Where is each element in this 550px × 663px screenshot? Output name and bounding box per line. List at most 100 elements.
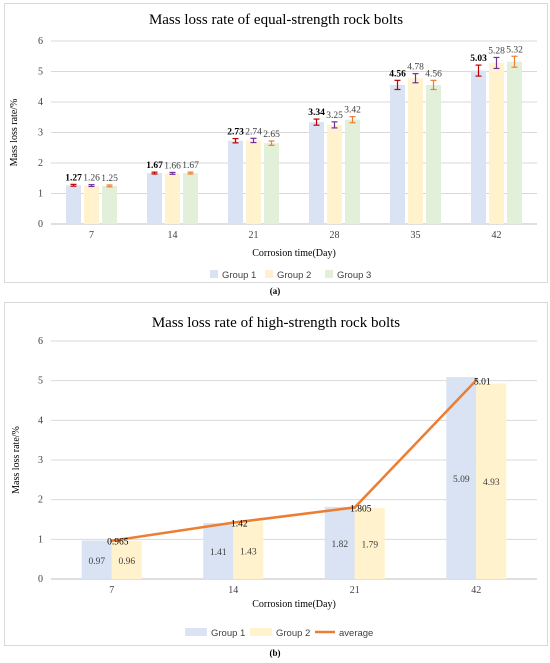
bar — [446, 377, 477, 579]
data-label: 1.43 — [240, 548, 257, 558]
chart-panel-equal-strength: Mass loss rate of equal-strength rock bo… — [4, 3, 548, 283]
y-axis-label: Mass loss rate/% — [11, 426, 22, 494]
x-tick-label: 42 — [471, 585, 481, 596]
line-data-label: 1.42 — [231, 520, 248, 530]
bar — [476, 383, 507, 579]
y-tick-label: 4 — [38, 97, 43, 108]
legend-swatch — [185, 628, 207, 636]
bar — [309, 122, 324, 224]
bar — [345, 119, 360, 224]
data-label: 5.09 — [453, 475, 470, 485]
line-point — [110, 539, 114, 543]
data-label: 3.25 — [326, 111, 343, 121]
x-axis-label: Corrosion time(Day) — [252, 599, 336, 610]
x-tick-label: 21 — [350, 585, 360, 596]
data-label: 1.25 — [101, 174, 118, 184]
legend-swatch — [210, 270, 218, 278]
x-tick-label: 28 — [330, 230, 340, 241]
data-label: 1.82 — [331, 540, 348, 550]
x-axis-label: Corrosion time(Day) — [252, 248, 336, 259]
chart-title: Mass loss rate of high-strength rock bol… — [152, 315, 400, 331]
data-label: 1.66 — [164, 161, 181, 171]
line-data-label: 5.01 — [474, 377, 491, 387]
bar — [354, 507, 385, 579]
bar — [246, 140, 261, 224]
chart-title: Mass loss rate of equal-strength rock bo… — [149, 12, 403, 28]
legend-label: Group 2 — [277, 270, 311, 281]
data-label: 5.32 — [506, 45, 523, 55]
y-tick-label: 5 — [38, 67, 43, 78]
x-tick-label: 42 — [492, 230, 502, 241]
average-line — [111, 379, 478, 542]
bar — [81, 540, 112, 579]
y-tick-label: 5 — [38, 376, 43, 387]
y-tick-label: 3 — [38, 128, 43, 139]
data-label: 2.74 — [245, 127, 262, 137]
data-label: 1.41 — [210, 548, 227, 558]
legend-label: Group 1 — [222, 270, 256, 281]
data-label: 4.93 — [483, 478, 500, 488]
y-tick-label: 1 — [38, 534, 43, 545]
bar — [102, 185, 117, 224]
data-label: 2.73 — [227, 128, 244, 138]
legend-label: Group 3 — [337, 270, 371, 281]
bar — [233, 522, 264, 579]
chart-high-strength: Mass loss rate of high-strength rock bol… — [11, 315, 537, 639]
data-label: 1.26 — [83, 174, 100, 184]
bar — [111, 540, 142, 579]
data-label: 1.67 — [182, 161, 199, 171]
y-tick-label: 4 — [38, 415, 43, 426]
data-label: 1.27 — [65, 173, 82, 183]
bar — [390, 84, 405, 224]
y-tick-label: 0 — [38, 574, 43, 585]
bar — [324, 506, 355, 579]
data-label: 5.28 — [488, 46, 505, 56]
data-label: 0.97 — [88, 557, 105, 567]
line-data-label: 0.965 — [107, 538, 129, 548]
bar — [183, 173, 198, 224]
legend-label: Group 1 — [211, 628, 245, 639]
line-point — [231, 521, 235, 525]
data-label: 0.96 — [118, 557, 135, 567]
caption-b: (b) — [269, 648, 281, 658]
x-tick-label: 7 — [109, 585, 114, 596]
bar — [489, 62, 504, 225]
legend-swatch — [325, 270, 333, 278]
data-label: 4.56 — [425, 69, 442, 79]
y-tick-label: 1 — [38, 189, 43, 200]
x-tick-label: 35 — [411, 230, 421, 241]
bar — [327, 124, 342, 224]
data-label: 3.34 — [308, 108, 325, 118]
bar — [165, 173, 180, 224]
y-tick-label: 2 — [38, 158, 43, 169]
bar — [426, 84, 441, 224]
bar — [507, 61, 522, 224]
bar — [203, 523, 234, 579]
legend-label: average — [339, 628, 373, 639]
x-tick-label: 7 — [89, 230, 94, 241]
bar — [471, 70, 486, 225]
legend-swatch — [250, 628, 272, 636]
legend-swatch — [265, 270, 273, 278]
line-point — [474, 378, 478, 382]
data-label: 1.79 — [361, 540, 378, 550]
caption-a: (a) — [269, 286, 281, 296]
legend-label: Group 2 — [276, 628, 310, 639]
data-label: 1.67 — [146, 161, 163, 171]
line-point — [353, 505, 357, 509]
x-tick-label: 21 — [249, 230, 259, 241]
line-data-label: 1.805 — [350, 504, 372, 514]
chart-equal-strength: Mass loss rate of equal-strength rock bo… — [9, 12, 537, 281]
bar — [264, 143, 279, 224]
bar — [84, 185, 99, 224]
x-tick-label: 14 — [168, 230, 178, 241]
y-tick-label: 6 — [38, 336, 43, 347]
bar — [408, 78, 423, 225]
data-label: 3.42 — [344, 106, 361, 116]
data-label: 4.78 — [407, 63, 424, 73]
y-tick-label: 6 — [38, 36, 43, 47]
bar — [147, 173, 162, 224]
y-tick-label: 2 — [38, 495, 43, 506]
data-label: 5.03 — [470, 54, 487, 64]
data-label: 4.56 — [389, 69, 406, 79]
